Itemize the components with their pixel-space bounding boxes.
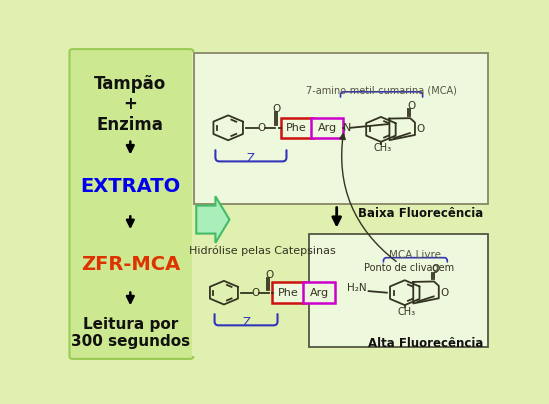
Text: O: O	[257, 123, 266, 133]
Text: 7-amino-metil-cumarina (MCA): 7-amino-metil-cumarina (MCA)	[306, 86, 457, 95]
Polygon shape	[197, 196, 229, 243]
FancyBboxPatch shape	[70, 49, 193, 359]
Text: Hidrólise pelas Catepsinas: Hidrólise pelas Catepsinas	[189, 246, 335, 256]
Text: O: O	[416, 124, 424, 135]
Text: Tampão
+
Enzima: Tampão + Enzima	[94, 75, 166, 134]
Text: ZFR-MCA: ZFR-MCA	[81, 255, 180, 274]
Text: O: O	[272, 104, 281, 114]
Text: O: O	[408, 101, 416, 111]
Text: O: O	[251, 288, 260, 298]
Text: Phe: Phe	[287, 123, 307, 133]
Text: N: N	[343, 123, 351, 133]
Text: Z: Z	[242, 316, 250, 329]
Text: CH₃: CH₃	[398, 307, 416, 317]
Text: O: O	[432, 264, 440, 274]
Text: Phe: Phe	[278, 288, 299, 298]
Text: Arg: Arg	[318, 123, 337, 133]
FancyBboxPatch shape	[309, 234, 488, 347]
FancyBboxPatch shape	[303, 282, 335, 303]
Text: Arg: Arg	[310, 288, 329, 298]
Text: Z: Z	[247, 152, 255, 165]
FancyBboxPatch shape	[272, 282, 305, 303]
Text: Leitura por
300 segundos: Leitura por 300 segundos	[71, 317, 190, 349]
Text: Alta Fluorecência: Alta Fluorecência	[368, 337, 484, 350]
Text: H₂N: H₂N	[347, 283, 367, 293]
Text: CH₃: CH₃	[374, 143, 392, 153]
Text: O: O	[265, 269, 273, 280]
Text: EXTRATO: EXTRATO	[80, 177, 181, 196]
Text: MCA Livre: MCA Livre	[389, 250, 441, 260]
FancyBboxPatch shape	[311, 118, 344, 138]
FancyBboxPatch shape	[194, 53, 488, 204]
FancyBboxPatch shape	[281, 118, 313, 138]
Text: Ponto de clivagem: Ponto de clivagem	[364, 263, 454, 273]
Text: O: O	[440, 288, 449, 298]
FancyBboxPatch shape	[192, 52, 492, 356]
Text: Baixa Fluorecência: Baixa Fluorecência	[358, 207, 484, 220]
